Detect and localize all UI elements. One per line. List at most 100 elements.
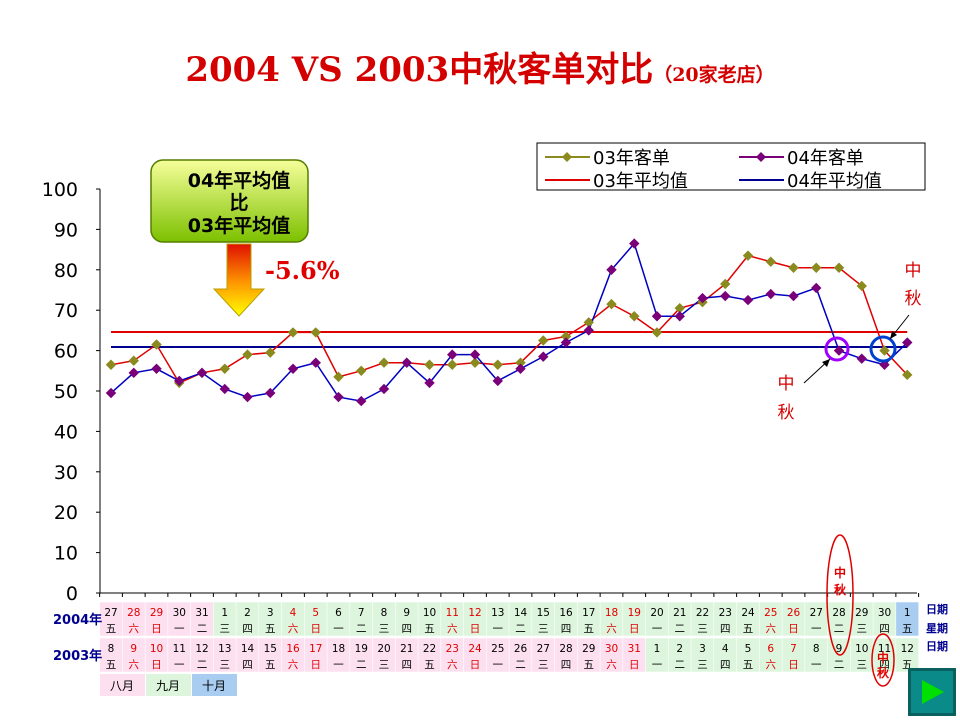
point-04 bbox=[196, 367, 208, 379]
point-04 bbox=[287, 363, 299, 374]
legend-label-avg04: 04年平均值 bbox=[787, 171, 882, 192]
weekday-2004: 三 bbox=[697, 623, 708, 635]
point-04 bbox=[128, 367, 139, 379]
weekday-2003: 六 bbox=[766, 659, 777, 671]
play-arrow-icon bbox=[922, 680, 944, 704]
date-2003: 3 bbox=[699, 643, 706, 655]
weekday-2003: 六 bbox=[288, 659, 299, 671]
right-label-date-2004: 日期 bbox=[926, 602, 948, 616]
date-2003: 25 bbox=[491, 643, 504, 655]
pointer-2004-arrowhead bbox=[822, 359, 830, 367]
weekday-2004: 四 bbox=[561, 623, 572, 635]
weekday-2003: 五 bbox=[902, 659, 913, 671]
date-2003: 11 bbox=[878, 643, 891, 655]
chart-title-block: 2004 VS 2003中秋客单对比（20家老店） bbox=[0, 42, 960, 91]
weekday-2004: 四 bbox=[402, 623, 413, 635]
date-2004: 5 bbox=[312, 607, 319, 619]
date-2004: 3 bbox=[267, 607, 274, 619]
date-2003: 28 bbox=[559, 643, 572, 655]
point-03 bbox=[902, 369, 913, 381]
mid-autumn-highlights: 中 秋 中 秋 bbox=[778, 261, 922, 423]
point-04 bbox=[606, 264, 617, 276]
mid-autumn-label-2003-a: 中 bbox=[905, 261, 922, 281]
point-04 bbox=[879, 359, 890, 370]
point-03 bbox=[356, 365, 367, 377]
mid-autumn-label-2004-b: 秋 bbox=[778, 403, 795, 423]
month-cell bbox=[192, 674, 237, 696]
point-03 bbox=[788, 262, 799, 273]
date-2004: 16 bbox=[559, 607, 573, 619]
date-2004: 6 bbox=[335, 607, 342, 619]
weekday-2003: 一 bbox=[333, 659, 344, 671]
point-04 bbox=[697, 292, 708, 304]
date-2004: 22 bbox=[696, 607, 709, 619]
date-2003: 17 bbox=[309, 643, 322, 655]
mid-autumn-2004-date-tag-a: 中 bbox=[834, 565, 846, 580]
mid-autumn-2003-date-tag-b: 秋 bbox=[877, 665, 890, 680]
weekday-2003: 二 bbox=[834, 659, 845, 671]
y-tick-label: 70 bbox=[54, 300, 78, 322]
weekday-2003: 日 bbox=[151, 659, 162, 671]
weekday-2003: 一 bbox=[174, 659, 185, 671]
y-tick-label: 10 bbox=[54, 543, 78, 565]
weekday-2004: 二 bbox=[515, 623, 526, 635]
callout-change: -5.6% bbox=[265, 256, 340, 285]
point-03 bbox=[333, 371, 344, 383]
x-ticks bbox=[99, 593, 920, 597]
mid-autumn-2004-circle bbox=[824, 336, 850, 362]
y-tick-label: 30 bbox=[54, 462, 78, 484]
date-2003: 27 bbox=[537, 643, 550, 655]
date-2003: 16 bbox=[286, 643, 300, 655]
weekday-2003: 五 bbox=[265, 659, 276, 671]
date-2003: 15 bbox=[264, 643, 277, 655]
point-04 bbox=[151, 363, 162, 374]
date-2003: 29 bbox=[582, 643, 595, 655]
point-03 bbox=[105, 359, 117, 370]
legend-box bbox=[536, 142, 926, 191]
date-2004: 11 bbox=[446, 607, 459, 619]
date-2003: 1 bbox=[654, 643, 661, 655]
date-2004: 28 bbox=[832, 607, 845, 619]
weekday-2004: 六 bbox=[447, 623, 458, 635]
point-03 bbox=[629, 311, 640, 322]
date-2004: 10 bbox=[423, 607, 436, 619]
point-03 bbox=[424, 359, 435, 370]
date-2003: 8 bbox=[813, 643, 820, 655]
weekday-2004: 日 bbox=[470, 623, 481, 635]
point-03 bbox=[765, 256, 776, 267]
next-slide-button[interactable] bbox=[908, 668, 956, 716]
date-2004: 26 bbox=[787, 607, 801, 619]
point-04 bbox=[242, 391, 253, 403]
weekday-2003: 三 bbox=[538, 659, 549, 671]
date-2004: 31 bbox=[195, 607, 208, 619]
weekday-2004: 六 bbox=[766, 623, 777, 635]
weekday-2004: 五 bbox=[584, 623, 595, 635]
point-04 bbox=[219, 383, 230, 395]
point-03 bbox=[378, 357, 390, 368]
date-2003: 24 bbox=[468, 643, 482, 655]
date-2003: 4 bbox=[722, 643, 729, 655]
date-table-highlights: 中 秋 中 秋 bbox=[826, 534, 895, 687]
legend-marker-04 bbox=[756, 152, 766, 162]
weekday-2004: 五 bbox=[424, 623, 435, 635]
legend-label-03: 03年客单 bbox=[593, 148, 670, 169]
weekday-2003: 二 bbox=[197, 659, 208, 671]
date-2003: 23 bbox=[446, 643, 459, 655]
point-04 bbox=[629, 238, 640, 249]
weekday-2003: 五 bbox=[584, 659, 595, 671]
weekday-2003: 一 bbox=[493, 659, 504, 671]
chart-subtitle: （20家老店） bbox=[653, 64, 775, 86]
weekday-2004: 四 bbox=[242, 623, 253, 635]
date-2003: 18 bbox=[332, 643, 345, 655]
weekday-2003: 二 bbox=[675, 659, 686, 671]
date-2004: 9 bbox=[403, 607, 410, 619]
date-2004: 29 bbox=[150, 607, 163, 619]
mid-autumn-2004-date-tag-b: 秋 bbox=[834, 582, 847, 597]
weekday-2004: 二 bbox=[834, 623, 845, 635]
date-2003: 31 bbox=[628, 643, 641, 655]
weekday-2003: 六 bbox=[606, 659, 617, 671]
point-03 bbox=[469, 357, 481, 368]
mid-autumn-2003-date-oval bbox=[871, 633, 895, 687]
date-2004: 1 bbox=[904, 607, 911, 619]
